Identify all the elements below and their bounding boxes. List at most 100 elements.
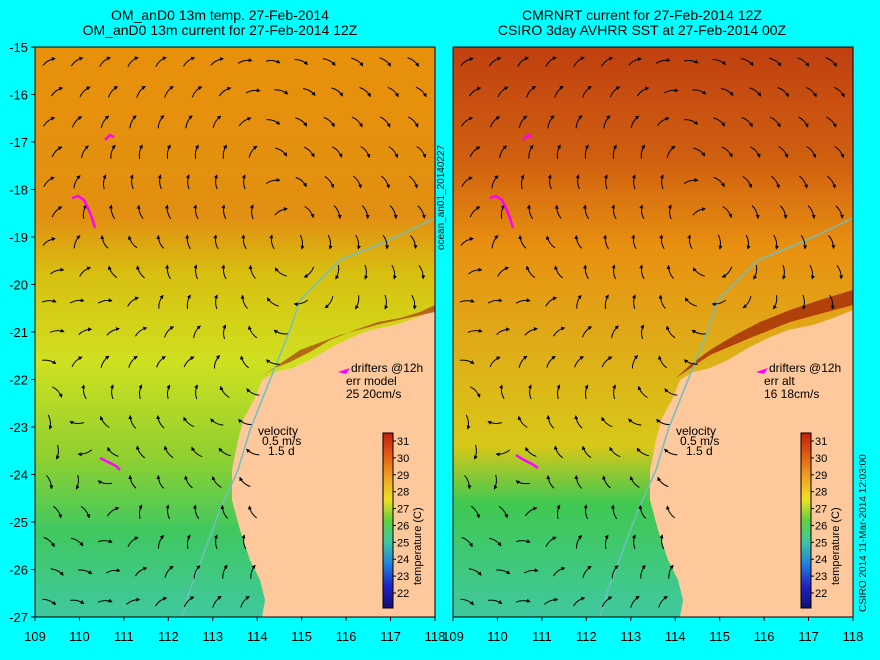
current-arrow	[515, 598, 531, 603]
current-arrow	[43, 176, 55, 187]
current-arrow	[360, 146, 371, 159]
right-err-label: err alt	[764, 374, 795, 388]
current-arrow	[52, 386, 63, 398]
current-arrow	[70, 537, 84, 547]
current-arrow	[354, 295, 360, 310]
current-arrow	[183, 356, 195, 368]
current-arrow	[42, 598, 56, 606]
current-arrow	[800, 234, 808, 250]
current-arrow	[825, 57, 837, 67]
current-arrow	[127, 235, 138, 249]
current-arrow	[528, 144, 534, 159]
current-arrow	[71, 356, 83, 368]
current-arrow	[249, 204, 254, 220]
current-arrow	[193, 264, 199, 280]
left-drifter-legend-marker	[338, 368, 350, 374]
colorbar-tick-label: 25	[815, 537, 827, 549]
current-arrow	[712, 58, 726, 65]
current-arrow	[517, 415, 528, 428]
current-arrow	[742, 175, 753, 189]
current-arrow	[164, 204, 172, 220]
current-arrow	[545, 235, 556, 249]
current-arrow	[461, 176, 473, 187]
current-arrow	[274, 267, 287, 277]
current-arrow	[129, 174, 134, 190]
current-arrow	[684, 297, 697, 307]
current-arrow	[158, 294, 164, 309]
current-arrow	[552, 326, 566, 337]
current-arrow	[353, 175, 363, 189]
current-arrow	[518, 115, 528, 129]
current-arrow	[499, 384, 505, 400]
left-y-axis: -15 -16 -17 -18 -19 -20 -21 -22 -23 -24 -25 -26 -27	[9, 40, 35, 625]
current-arrow	[47, 414, 53, 430]
credit-label: CSIRO 2014 11-Mar-2014 12:03:00	[858, 454, 869, 612]
current-arrow	[265, 177, 281, 185]
current-arrow	[192, 504, 200, 520]
current-arrow	[640, 324, 644, 340]
current-arrow	[359, 87, 371, 98]
current-arrow	[247, 325, 258, 339]
current-arrow	[97, 539, 113, 543]
current-arrow	[417, 205, 426, 219]
current-arrow	[157, 174, 162, 190]
current-arrow	[222, 324, 226, 340]
current-arrow	[711, 299, 727, 307]
left-x-axis: 109 110 111 112 113 114 115 116 117 118	[24, 617, 445, 644]
current-arrow	[721, 266, 733, 278]
current-arrow	[379, 57, 392, 67]
current-arrow	[294, 58, 308, 65]
current-arrow	[218, 447, 232, 457]
current-arrow	[517, 56, 529, 67]
current-arrow	[583, 504, 589, 520]
current-arrow	[553, 265, 563, 279]
current-arrow	[387, 86, 399, 98]
current-arrow	[248, 145, 258, 158]
current-arrow	[211, 475, 222, 488]
current-arrow	[749, 87, 762, 97]
current-arrow	[239, 355, 249, 369]
current-arrow	[49, 267, 65, 275]
current-arrow	[134, 566, 148, 577]
current-arrow	[629, 475, 640, 488]
y-tick-label: -19	[9, 230, 28, 245]
current-arrow	[107, 265, 118, 279]
current-arrow	[834, 146, 845, 159]
current-arrow	[109, 384, 114, 400]
current-arrow	[631, 294, 636, 310]
current-arrow	[741, 116, 753, 128]
left-shelf-line	[181, 217, 436, 618]
colorbar-tick-label: 27	[397, 504, 409, 516]
current-arrow	[601, 596, 613, 608]
current-arrow	[665, 325, 676, 339]
x-tick-label: 116	[754, 629, 775, 644]
current-arrow	[797, 116, 809, 128]
colorbar-tick-label: 25	[397, 537, 409, 549]
current-arrow	[183, 596, 195, 608]
current-arrow	[470, 386, 481, 398]
current-arrow	[515, 480, 531, 485]
current-arrow	[77, 449, 93, 457]
current-arrow	[275, 147, 288, 157]
right-colorbar: 31 30 29 28 27 26 25 24 23 22	[800, 432, 827, 609]
current-arrow	[658, 294, 666, 309]
current-arrow	[778, 146, 789, 159]
current-arrow	[828, 235, 836, 250]
current-arrow	[639, 204, 645, 220]
current-arrow	[302, 88, 316, 97]
current-arrow	[384, 294, 389, 310]
current-arrow	[156, 234, 165, 249]
current-arrow	[194, 384, 198, 400]
current-arrow	[380, 175, 391, 189]
current-arrow	[469, 206, 481, 218]
current-arrow	[491, 175, 499, 189]
current-arrow	[246, 448, 260, 456]
left-colorbar-gradient	[382, 432, 394, 609]
current-arrow	[110, 144, 116, 159]
left-velocity-label: velocity	[258, 424, 299, 438]
current-arrow	[138, 144, 143, 159]
x-tick-label: 114	[665, 629, 686, 644]
current-arrow	[220, 504, 229, 519]
current-arrow	[779, 205, 788, 220]
current-arrow	[499, 145, 507, 159]
